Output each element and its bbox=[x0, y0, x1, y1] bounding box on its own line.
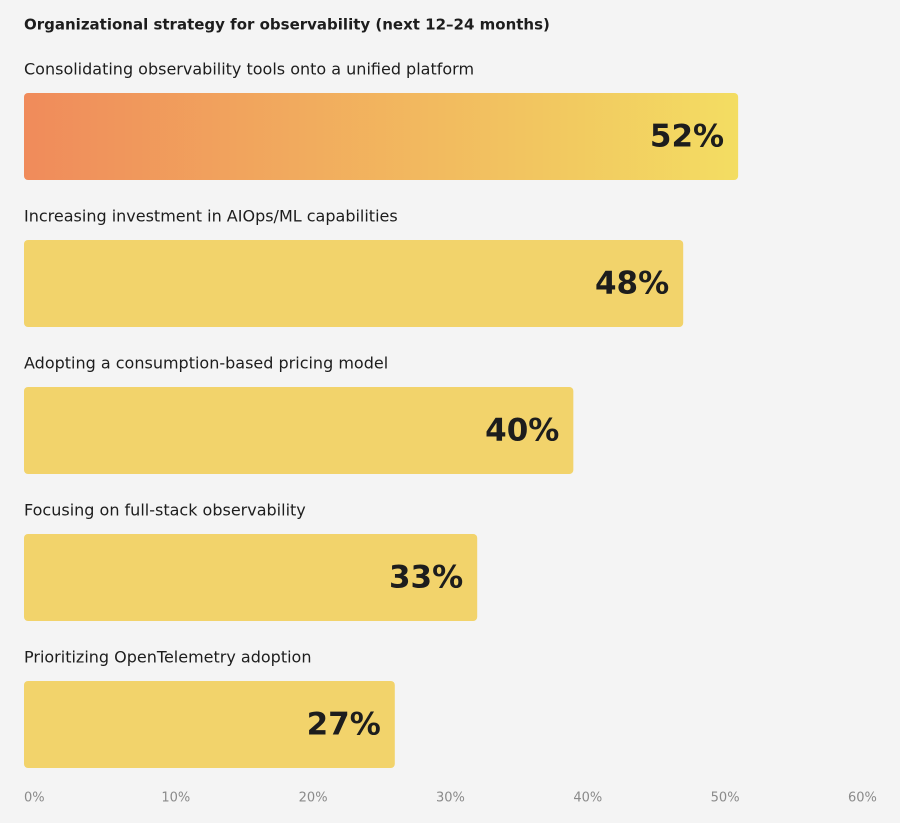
value-label: 40% bbox=[485, 413, 559, 449]
x-tick-label: 0% bbox=[24, 791, 45, 806]
x-tick-label: 10% bbox=[161, 791, 190, 806]
chart-title: Organizational strategy for observabilit… bbox=[24, 16, 550, 34]
value-label: 27% bbox=[307, 707, 381, 743]
bar bbox=[24, 534, 478, 621]
value-label: 33% bbox=[389, 560, 463, 596]
category-label: Prioritizing OpenTelemetry adoption bbox=[24, 648, 311, 667]
value-label: 48% bbox=[595, 266, 669, 302]
bar bbox=[24, 681, 395, 768]
value-label: 52% bbox=[650, 119, 724, 155]
category-label: Focusing on full-stack observability bbox=[24, 501, 306, 520]
x-tick-label: 30% bbox=[436, 791, 465, 806]
category-label: Consolidating observability tools onto a… bbox=[24, 60, 474, 79]
bar bbox=[24, 93, 739, 180]
x-tick-label: 20% bbox=[299, 791, 328, 806]
bar bbox=[24, 240, 684, 327]
x-tick-label: 50% bbox=[711, 791, 740, 806]
category-label: Adopting a consumption-based pricing mod… bbox=[24, 354, 388, 373]
bar bbox=[24, 387, 574, 474]
x-tick-label: 60% bbox=[848, 791, 877, 806]
x-tick-label: 40% bbox=[573, 791, 602, 806]
category-label: Increasing investment in AIOps/ML capabi… bbox=[24, 207, 398, 226]
